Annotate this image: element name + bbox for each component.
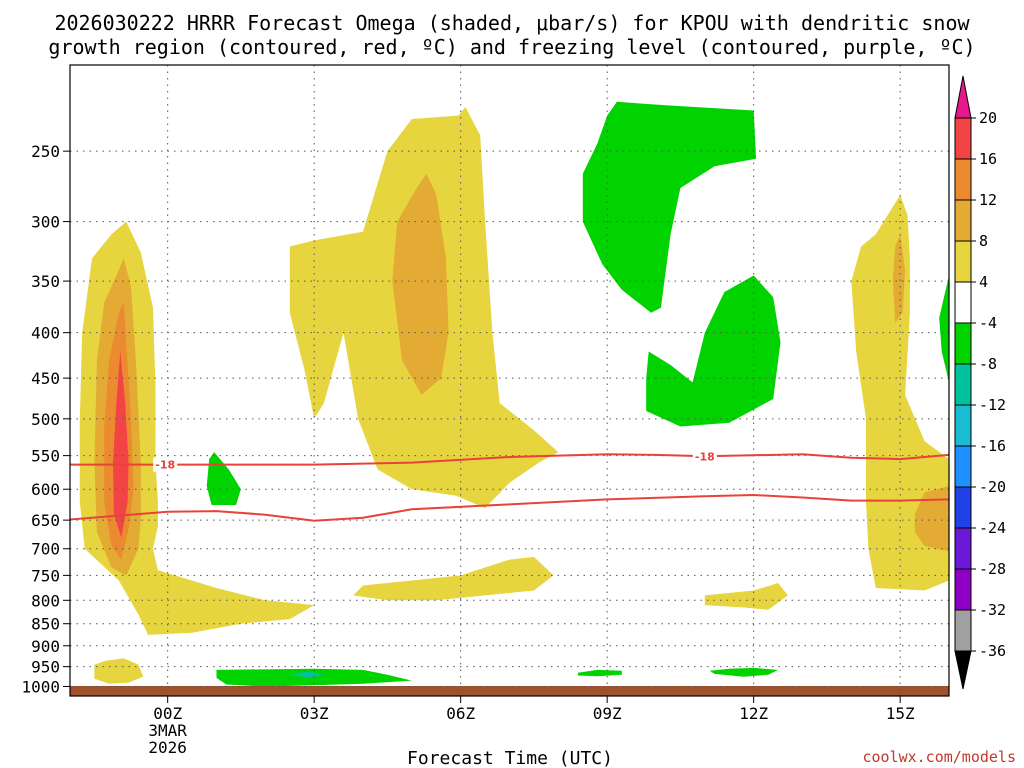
omega-region-12: [582, 101, 757, 313]
x-tick-label-03Z: 03Z: [300, 704, 329, 723]
x-tick-label-00Z: 00Z: [153, 704, 182, 723]
omega-region-6: [392, 173, 449, 395]
contour-label-0-0: -18: [155, 459, 175, 472]
x-tick-date-label: 3MAR: [148, 721, 187, 740]
colorbar-label-6: -8: [979, 355, 997, 373]
grid-lines: [70, 65, 949, 696]
y-tick-label-900: 900: [31, 637, 60, 656]
ground-strip: [70, 686, 949, 696]
colorbar-label-1: 16: [979, 150, 997, 168]
x-tick-label-06Z: 06Z: [446, 704, 475, 723]
omega-colorbar: 20 16 12 8 4 -4 -8 -12 -16 -20 -24 -28 -32 -36: [954, 75, 1006, 690]
colorbar-swatch-5: [954, 322, 972, 365]
colorbar-label-9: -20: [979, 478, 1006, 496]
omega-region-7: [353, 556, 554, 601]
omega-region-17: [289, 671, 324, 678]
y-tick-label-550: 550: [31, 447, 60, 466]
y-tick-label-950: 950: [31, 658, 60, 677]
omega-region-13: [646, 275, 781, 427]
y-tick-label-250: 250: [31, 142, 60, 161]
x-tick-label-15Z: 15Z: [886, 704, 915, 723]
colorbar-label-8: -16: [979, 437, 1006, 455]
y-tick-label-750: 750: [31, 566, 60, 585]
colorbar-swatch-0: [954, 117, 972, 160]
contour-label-0-1: -18: [695, 450, 715, 463]
colorbar-label-12: -32: [979, 601, 1006, 619]
pressure-axis-ticks: 250 300 350 400 450 500 550 600 650 700 750 800 850 9…: [21, 142, 70, 696]
colorbar-label-5: -4: [979, 314, 997, 332]
colorbar-swatch-9: [954, 486, 972, 529]
colorbar-label-3: 8: [979, 232, 988, 250]
colorbar-swatch-10: [954, 527, 972, 570]
colorbar-swatch-6: [954, 363, 972, 406]
x-tick-label-12Z: 12Z: [739, 704, 768, 723]
contour-label-bg: [692, 449, 717, 464]
y-tick-label-850: 850: [31, 615, 60, 634]
y-tick-label-500: 500: [31, 410, 60, 429]
colorbar-label-4: 4: [979, 273, 988, 291]
omega-region-14: [939, 275, 949, 383]
colorbar-swatch-1: [954, 158, 972, 201]
plot-frame: [69, 64, 950, 697]
y-tick-label-450: 450: [31, 369, 60, 388]
omega-region-15: [206, 452, 241, 505]
colorbar-swatch-2: [954, 199, 972, 242]
y-tick-label-1000: 1000: [21, 677, 60, 696]
omega-region-11: [914, 486, 949, 552]
colorbar-bottom-arrow: [954, 650, 972, 690]
x-tick-label-09Z: 09Z: [593, 704, 622, 723]
site-credit: coolwx.com/models: [862, 748, 1016, 766]
colorbar-swatch-4: [954, 281, 972, 324]
colorbar-label-13: -36: [979, 642, 1006, 660]
colorbar-swatch-3: [954, 240, 972, 283]
omega-shaded-regions: [79, 101, 949, 687]
colorbar-label-2: 12: [979, 191, 997, 209]
omega-region-8: [704, 583, 788, 610]
x-axis-label: Forecast Time (UTC): [407, 748, 613, 768]
contour-label-bg: [153, 457, 178, 472]
colorbar-swatch-8: [954, 445, 972, 488]
y-tick-label-350: 350: [31, 272, 60, 291]
temp-contour-1: [70, 493, 949, 522]
colorbar-label-11: -28: [979, 560, 1006, 578]
x-tick-year-label: 2026: [148, 738, 187, 757]
colorbar-label-0: 20: [979, 109, 997, 127]
colorbar-label-7: -12: [979, 396, 1006, 414]
y-tick-label-600: 600: [31, 480, 60, 499]
y-tick-label-700: 700: [31, 540, 60, 559]
y-tick-label-300: 300: [31, 213, 60, 232]
chart-title-line1: 2026030222 HRRR Forecast Omega (shaded, …: [54, 11, 970, 35]
omega-region-9: [851, 194, 949, 591]
colorbar-label-10: -24: [979, 519, 1006, 537]
omega-region-18: [577, 669, 622, 677]
chart-title-line2: growth region (contoured, red, ºC) and f…: [48, 35, 975, 59]
omega-region-10: [892, 234, 906, 323]
omega-region-4: [94, 658, 144, 684]
omega-region-19: [709, 667, 779, 677]
y-tick-label-400: 400: [31, 324, 60, 343]
omega-region-16: [216, 668, 412, 687]
omega-region-3: [113, 351, 129, 538]
temperature-contours: -18 -18: [70, 449, 949, 522]
temp-contour-0: [70, 453, 949, 466]
colorbar-swatch-11: [954, 568, 972, 611]
y-tick-label-800: 800: [31, 591, 60, 610]
y-tick-label-650: 650: [31, 511, 60, 530]
colorbar-swatch-7: [954, 404, 972, 447]
colorbar-swatch-12: [954, 609, 972, 652]
colorbar-top-arrow: [954, 75, 972, 119]
